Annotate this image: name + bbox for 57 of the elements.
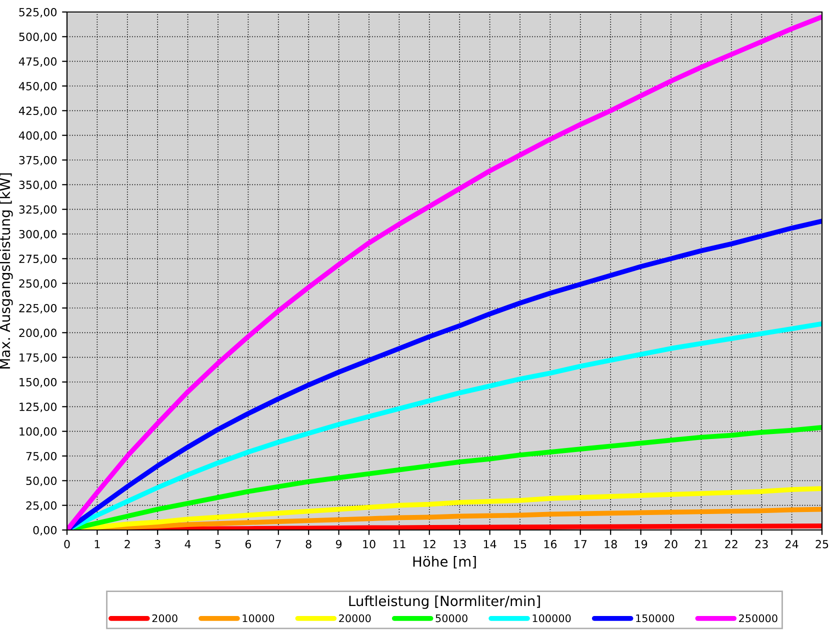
y-tick-label: 350,00: [19, 180, 57, 190]
legend-label: 50000: [436, 614, 468, 622]
x-tick-label: 15: [514, 540, 526, 548]
y-tick-label: 400,00: [18, 131, 57, 141]
y-tick-label: 125,00: [20, 402, 57, 412]
x-tick-label: 22: [725, 540, 738, 548]
x-tick-label: 3: [154, 540, 160, 548]
y-tick-label: 25,00: [26, 501, 57, 511]
x-tick-label: 23: [755, 540, 768, 548]
x-tick-label: 6: [245, 540, 252, 548]
x-tick-label: 10: [363, 540, 376, 548]
x-tick-label: 2: [124, 540, 130, 548]
x-tick-label: 19: [634, 540, 648, 548]
x-tick-label: 18: [604, 540, 617, 548]
x-tick-label: 20: [664, 540, 678, 548]
y-tick-label: 50,00: [26, 476, 57, 486]
legend-title: Luftleistung [Normliter/min]: [349, 595, 540, 609]
x-tick-label: 14: [484, 540, 496, 548]
x-tick-label: 17: [574, 540, 587, 548]
x-tick-label: 21: [694, 540, 708, 548]
x-tick-label: 24: [786, 540, 798, 548]
legend-label: 150000: [636, 614, 674, 622]
legend-label: 2000: [152, 614, 178, 622]
y-tick-label: 300,00: [19, 230, 57, 240]
legend-label: 10000: [242, 614, 274, 622]
x-tick-label: 7: [276, 540, 281, 548]
x-tick-label: 11: [393, 540, 406, 548]
y-tick-label: 0,00: [33, 526, 57, 536]
y-tick-label: 475,00: [18, 57, 57, 67]
x-tick-label: 5: [215, 540, 221, 548]
x-tick-label: 16: [544, 540, 557, 548]
y-tick-label: 500,00: [19, 32, 57, 42]
x-tick-label: 1: [94, 540, 100, 548]
y-tick-label: 150,00: [20, 378, 57, 388]
y-tick-label: 75,00: [26, 452, 57, 462]
y-tick-label: 375,00: [19, 156, 57, 166]
y-tick-label: 425,00: [18, 106, 57, 116]
x-tick-label: 12: [424, 540, 436, 548]
y-tick-label: 275,00: [19, 254, 57, 264]
x-tick-label: 25: [816, 540, 828, 548]
x-tick-label: 9: [336, 540, 342, 548]
x-tick-label: 8: [306, 540, 312, 548]
y-tick-label: 175,00: [20, 353, 57, 363]
y-tick-label: 525,00: [19, 8, 57, 18]
legend-label: 20000: [339, 614, 371, 622]
x-axis-title: Höhe [m]: [413, 556, 476, 568]
legend-label: 100000: [532, 614, 571, 622]
x-tick-label: 13: [454, 540, 466, 548]
y-tick-label: 250,00: [19, 279, 57, 289]
y-tick-label: 225,00: [19, 304, 57, 314]
x-tick-label: 0: [64, 540, 70, 548]
y-tick-label: 200,00: [19, 328, 57, 338]
y-tick-label: 450,00: [18, 82, 57, 92]
x-tick-label: 4: [184, 540, 191, 548]
y-tick-label: 325,00: [19, 205, 57, 215]
legend-label: 250000: [739, 614, 778, 622]
y-tick-label: 100,00: [20, 427, 57, 437]
